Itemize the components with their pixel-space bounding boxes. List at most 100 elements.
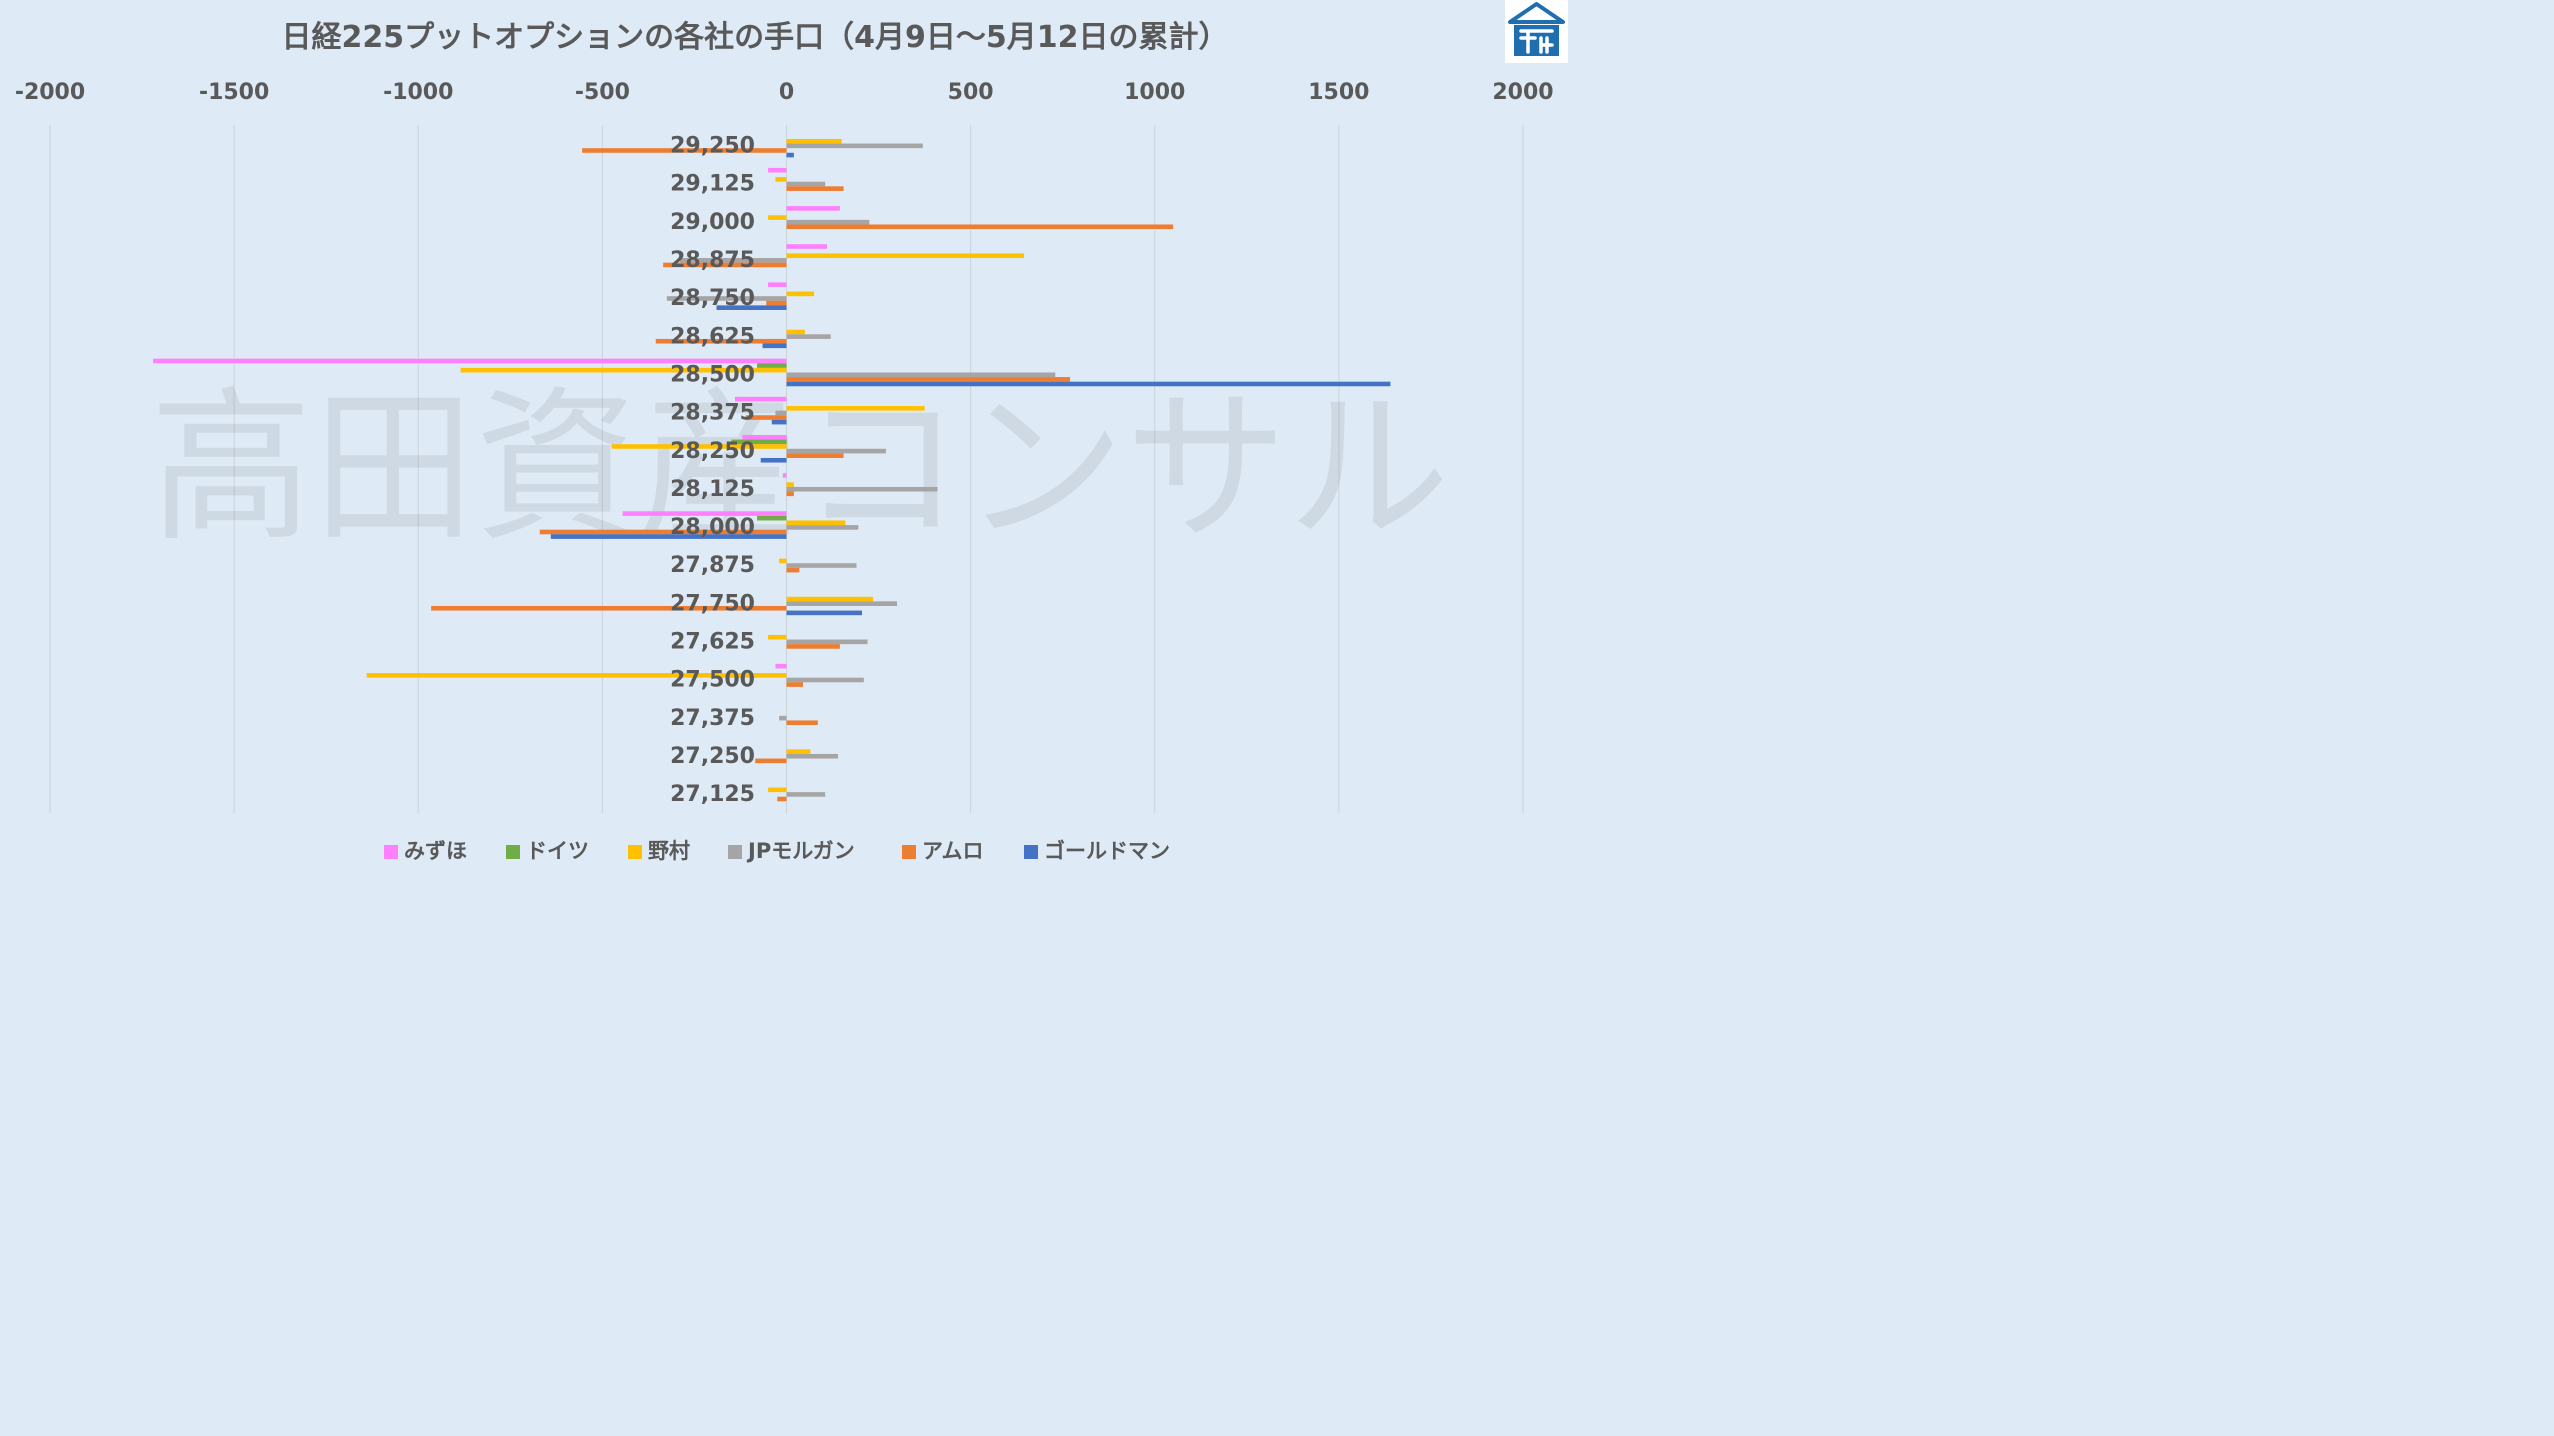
bar-series4-12 [431,605,787,611]
bar-series3-8 [786,448,886,454]
bar-series0-6 [153,358,787,364]
category-label-4: 28,750 [670,286,755,311]
legend-label-1: ドイツ [526,839,589,863]
bar-series4-6 [786,377,1071,382]
legend-label-2: 野村 [648,839,690,863]
bar-series3-10 [786,525,859,530]
bar-series2-13 [768,634,787,640]
x-tick-label-7: 1500 [1308,80,1369,105]
bar-series5-7 [771,419,787,425]
chart-stage: 高田資産コンサル 29,250 29,125 29,000 28,875 28,750 2… [0,0,1568,882]
bar-series2-8 [611,444,787,449]
legend-label-5: ゴールドマン [1044,839,1170,863]
bar-series2-11 [779,558,787,564]
x-tick-label-6: 1000 [1124,80,1185,105]
legend-label-4: アムロ [922,839,984,863]
bar-series0-7 [734,396,787,402]
bar-series4-13 [786,644,840,649]
category-labels: 29,250 29,125 29,000 28,875 28,750 28,625 28,5… [670,134,755,808]
bar-series5-5 [762,343,787,349]
takada-logo-icon [1505,0,1568,63]
bar-series5-12 [786,610,862,616]
bar-series3-11 [786,563,857,568]
bar-series4-11 [786,567,800,573]
category-label-2: 29,000 [670,210,755,235]
category-label-15: 27,375 [670,706,755,731]
legend-label-3: JPモルガン [746,839,855,863]
bar-series0-2 [786,206,840,211]
bar-series3-0 [786,143,923,149]
chart-svg: 高田資産コンサル 29,250 29,125 29,000 28,875 28,750 2… [15,20,1554,863]
bar-series4-1 [786,186,844,191]
bar-series3-17 [786,792,826,797]
bar-series3-13 [786,639,868,645]
x-tick-label-0: -2000 [15,80,85,105]
bars [153,138,1391,802]
bar-series2-9 [786,482,794,487]
legend-swatch-1 [506,845,520,859]
bar-series2-4 [786,291,815,297]
category-label-3: 28,875 [670,248,755,273]
category-label-8: 28,250 [670,439,755,464]
category-label-1: 29,125 [670,172,755,197]
bar-series3-9 [786,486,938,492]
x-tick-label-1: -1500 [199,80,269,105]
bar-series5-10 [550,534,787,539]
bar-series5-4 [716,305,787,310]
legend-swatch-0 [384,845,398,859]
bar-series4-8 [786,453,844,458]
bar-series4-14 [786,682,804,687]
bar-series3-6 [786,372,1056,378]
bar-series4-0 [582,148,787,153]
bar-series2-17 [768,787,787,793]
bar-series5-6 [786,381,1391,387]
category-label-7: 28,375 [670,401,755,426]
bar-series4-16 [755,758,787,764]
x-tick-labels: -2000 -1500 -1000 -500 0 500 1000 1500 2000 [15,80,1554,105]
bar-series2-12 [786,596,874,602]
bar-series5-0 [786,152,794,158]
bar-series2-10 [786,520,846,526]
bar-series3-7 [775,410,787,416]
chart-title: 日経225プットオプションの各社の手口（4月9日～5月12日の累計） [282,20,1229,55]
bar-series1-6 [757,363,787,368]
bar-series0-8 [742,434,787,440]
bar-series4-3 [663,262,787,268]
category-label-10: 28,000 [670,515,755,540]
bar-series3-3 [679,258,787,263]
bar-series3-1 [786,181,826,187]
category-label-14: 27,500 [670,668,755,693]
bar-series3-15 [779,715,787,721]
bar-series0-1 [768,167,787,173]
x-tick-label-3: -500 [575,80,630,105]
bar-series2-2 [768,215,787,220]
bar-series4-2 [786,224,1174,230]
bar-series3-2 [786,219,870,225]
bar-series0-4 [768,282,787,287]
legend: みずほ ドイツ 野村 JPモルガン アムロ ゴールドマン [384,839,1170,863]
category-label-9: 28,125 [670,477,755,502]
category-label-11: 27,875 [670,553,755,578]
category-label-17: 27,125 [670,782,755,807]
watermark: 高田資産コンサル [150,372,1450,564]
bar-series0-9 [782,473,787,478]
bar-series0-3 [786,244,828,249]
category-label-0: 29,250 [670,134,755,159]
x-tick-label-2: -1000 [383,80,453,105]
grid-lines [49,125,1524,813]
watermark-text: 高田資産コンサル [150,372,1450,564]
bar-series4-5 [655,338,787,344]
bar-series3-5 [786,334,831,339]
legend-swatch-2 [628,845,642,859]
legend-swatch-3 [728,845,742,859]
bar-series4-7 [745,415,787,420]
bar-series0-14 [775,663,787,669]
bar-series4-10 [539,529,787,535]
category-label-5: 28,625 [670,324,755,349]
legend-swatch-4 [902,845,916,859]
bar-series3-14 [786,677,864,683]
bar-series5-8 [760,457,787,463]
bar-series2-7 [786,406,925,411]
bar-series2-6 [460,367,787,373]
category-label-12: 27,750 [670,591,755,616]
